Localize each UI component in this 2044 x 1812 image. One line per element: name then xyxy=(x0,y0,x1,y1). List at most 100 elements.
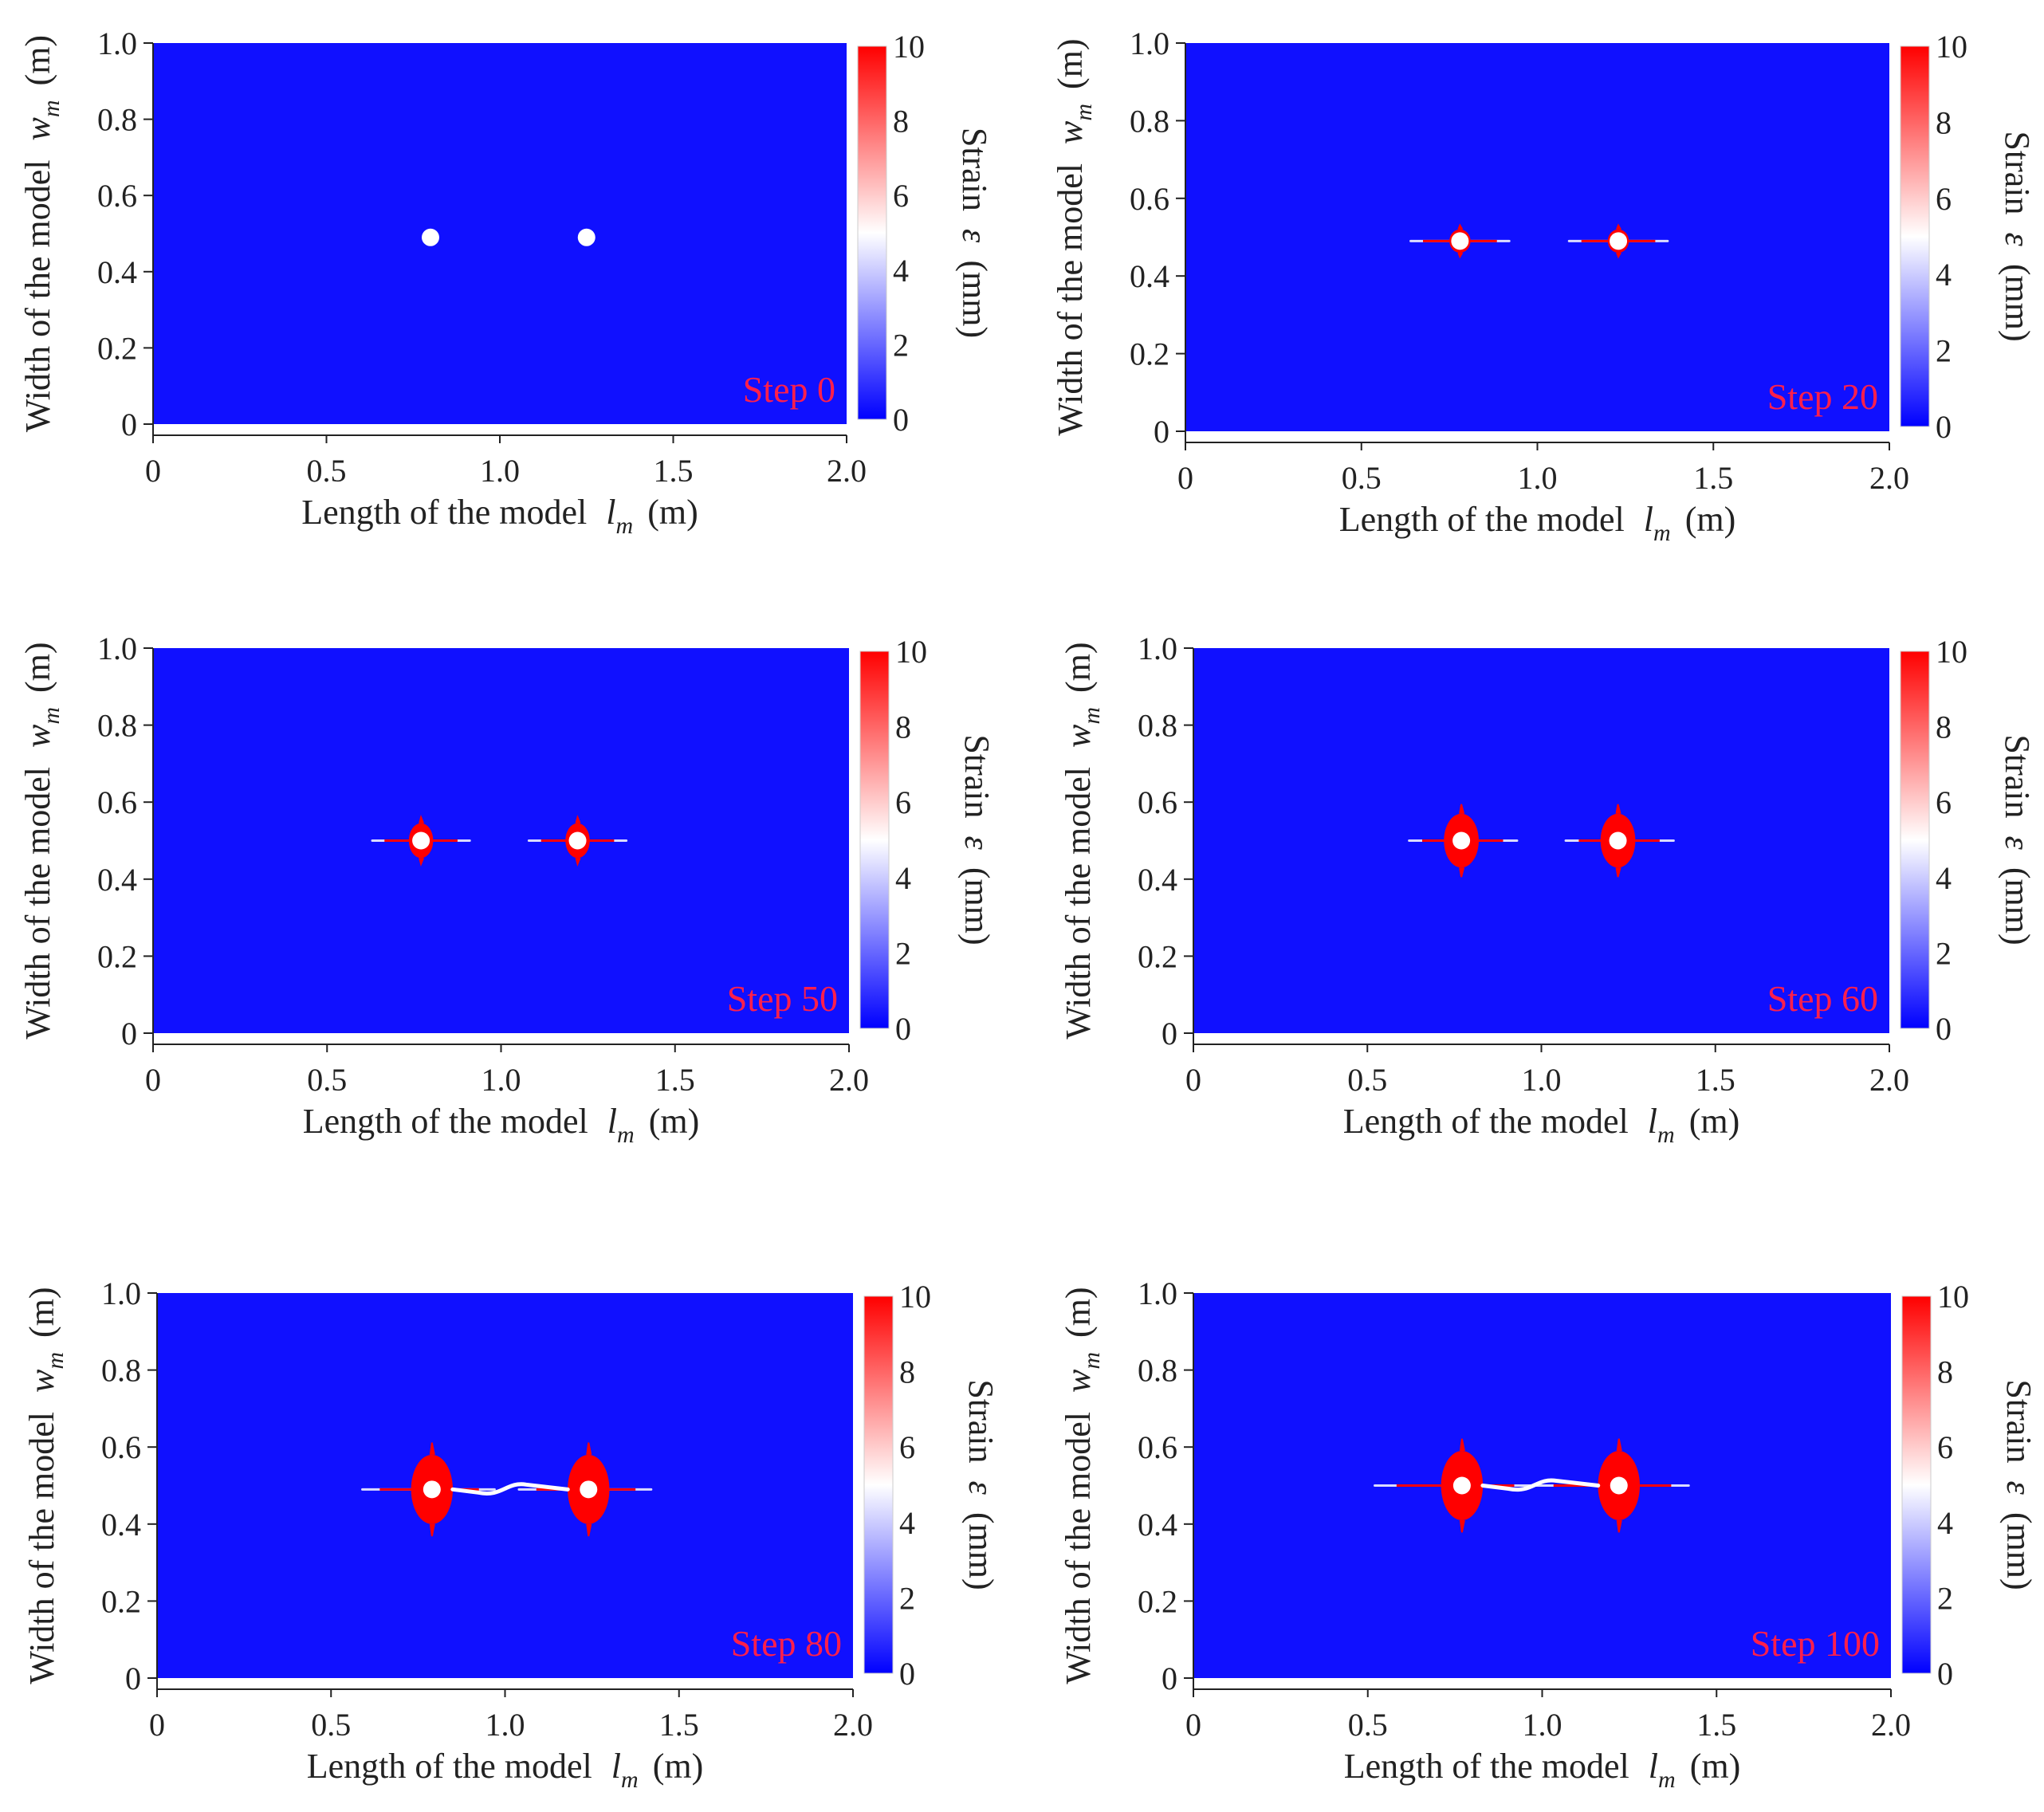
x-tick-label: 2.0 xyxy=(827,453,867,489)
colorbar-label-symbol: ε xyxy=(1998,233,2037,247)
y-axis-label-unit: (m) xyxy=(1059,1287,1098,1338)
colorbar-tick-label: 8 xyxy=(1936,104,1952,140)
x-axis-label-unit: (m) xyxy=(649,1102,700,1141)
y-axis-label-subscript: m xyxy=(38,100,65,117)
colorbar-label-unit: (mm) xyxy=(955,260,994,338)
y-axis-label: Width of the model wm (m) xyxy=(1059,642,1105,1039)
step-label: Step 20 xyxy=(1767,376,1878,417)
y-tick-label: 0 xyxy=(121,407,137,442)
colorbar xyxy=(859,651,890,1029)
y-tick-label: 0 xyxy=(121,1016,137,1051)
y-tick-label: 1.0 xyxy=(97,26,137,61)
x-axis-label-symbol: l xyxy=(607,1102,617,1141)
y-tick-label: 0.4 xyxy=(97,254,137,290)
x-tick-label: 2.0 xyxy=(1869,1062,1909,1098)
x-tick-label: 1.0 xyxy=(1522,1062,1562,1098)
x-tick-label: 0.5 xyxy=(311,1707,351,1743)
colorbar-label: Strain ε (mm) xyxy=(961,1379,1000,1590)
borehole-1 xyxy=(1452,831,1471,850)
y-axis-label-text: Width of the model xyxy=(18,159,57,432)
colorbar-tick-label: 0 xyxy=(893,402,909,438)
strain-field xyxy=(1185,43,1889,431)
x-tick-label: 1.5 xyxy=(1696,1062,1735,1098)
damage-tip xyxy=(586,1442,592,1456)
x-axis-label-text: Length of the model xyxy=(303,1102,588,1141)
step-label: Step 0 xyxy=(743,369,835,410)
x-axis-label-subscript: m xyxy=(621,1767,639,1793)
colorbar-label-symbol: ε xyxy=(1999,1481,2038,1496)
borehole-2 xyxy=(577,228,596,246)
x-tick-label: 0 xyxy=(145,1062,161,1098)
y-tick-label: 0.6 xyxy=(1130,181,1169,217)
y-axis-label-symbol: w xyxy=(1059,1369,1098,1393)
chart-panel-1: 0 0.5 1.0 1.5 2.0 0 0.2 0.4 0.6 0.8 1.0 Length of t… xyxy=(1051,26,2037,546)
colorbar-tick-label: 6 xyxy=(1936,181,1952,217)
y-tick-label: 0.2 xyxy=(1138,938,1177,974)
y-tick-label: 0.8 xyxy=(101,1353,141,1389)
colorbar xyxy=(1900,651,1930,1029)
x-axis-label-symbol: l xyxy=(1649,1747,1658,1786)
x-tick-label: 1.5 xyxy=(654,453,694,489)
step-label: Step 80 xyxy=(731,1623,842,1664)
borehole-1 xyxy=(1452,1476,1471,1495)
y-tick-label: 0.6 xyxy=(97,784,137,820)
colorbar-label-symbol: ε xyxy=(961,1481,1000,1496)
colorbar-tick-label: 2 xyxy=(895,935,911,971)
x-tick-label: 1.0 xyxy=(482,1062,521,1098)
y-tick-label: 0.4 xyxy=(97,862,137,898)
colorbar-label-symbol: ε xyxy=(957,836,996,851)
y-tick-label: 0 xyxy=(125,1661,141,1696)
x-axis-label-symbol: l xyxy=(606,493,615,532)
colorbar-label-text: Strain xyxy=(955,128,994,211)
x-tick-label: 1.0 xyxy=(485,1707,525,1743)
colorbar-label-unit: (mm) xyxy=(961,1512,1000,1590)
x-tick-label: 1.5 xyxy=(655,1062,695,1098)
colorbar-tick-label: 8 xyxy=(1936,709,1952,745)
colorbar-tick-label: 6 xyxy=(899,1429,915,1465)
y-tick-label: 1.0 xyxy=(1138,1275,1177,1311)
x-axis-label-subscript: m xyxy=(1653,520,1671,546)
x-tick-label: 0 xyxy=(149,1707,165,1743)
y-axis-label: Width of the model wm (m) xyxy=(18,642,65,1039)
strain-field xyxy=(153,648,849,1033)
colorbar-label-text: Strain xyxy=(957,734,996,818)
colorbar-tick-label: 4 xyxy=(893,253,909,289)
y-axis-label-unit: (m) xyxy=(22,1287,61,1338)
colorbar-tick-label: 10 xyxy=(895,634,927,670)
borehole-2 xyxy=(1610,232,1628,250)
y-axis-label-text: Width of the model xyxy=(1059,1412,1098,1684)
colorbar-tick-label: 0 xyxy=(899,1656,915,1692)
colorbar-label-unit: (mm) xyxy=(1998,867,2037,945)
y-axis-label-symbol: w xyxy=(1059,724,1098,748)
damage-tip xyxy=(1615,804,1621,814)
damage-tip xyxy=(419,857,425,867)
strain-field xyxy=(1193,648,1889,1033)
x-axis-label-unit: (m) xyxy=(1685,500,1736,539)
x-axis-label: Length of the model lm (m) xyxy=(307,1747,703,1793)
step-label: Step 60 xyxy=(1767,978,1878,1019)
x-tick-label: 2.0 xyxy=(833,1707,873,1743)
chart-panel-0: 0 0.5 1.0 1.5 2.0 0 0.2 0.4 0.6 0.8 1.0 Length of t… xyxy=(18,26,994,539)
colorbar-tick-label: 10 xyxy=(1936,634,1967,670)
x-tick-label: 1.5 xyxy=(659,1707,699,1743)
colorbar-label: Strain ε (mm) xyxy=(1998,734,2037,945)
y-axis-label-unit: (m) xyxy=(18,35,57,86)
x-tick-label: 1.0 xyxy=(480,453,520,489)
y-axis-label-symbol: w xyxy=(18,724,57,748)
colorbar xyxy=(1900,45,1930,427)
x-axis-label-symbol: l xyxy=(1644,500,1653,539)
colorbar-label-text: Strain xyxy=(1998,131,2037,214)
x-tick-label: 1.5 xyxy=(1696,1707,1736,1743)
chart-panel-5: 0 0.5 1.0 1.5 2.0 0 0.2 0.4 0.6 0.8 1.0 Length of t… xyxy=(1059,1275,2038,1793)
colorbar-label: Strain ε (mm) xyxy=(955,128,994,338)
y-tick-label: 0.2 xyxy=(1130,336,1169,372)
colorbar-tick-label: 4 xyxy=(1937,1505,1953,1541)
borehole-2 xyxy=(568,831,587,850)
y-tick-label: 1.0 xyxy=(1138,631,1177,666)
y-tick-label: 0 xyxy=(1154,414,1169,450)
borehole-2 xyxy=(1609,831,1627,850)
colorbar-tick-label: 6 xyxy=(1936,784,1952,820)
y-tick-label: 0.2 xyxy=(1138,1583,1177,1619)
x-axis-label: Length of the model lm (m) xyxy=(303,1102,699,1148)
